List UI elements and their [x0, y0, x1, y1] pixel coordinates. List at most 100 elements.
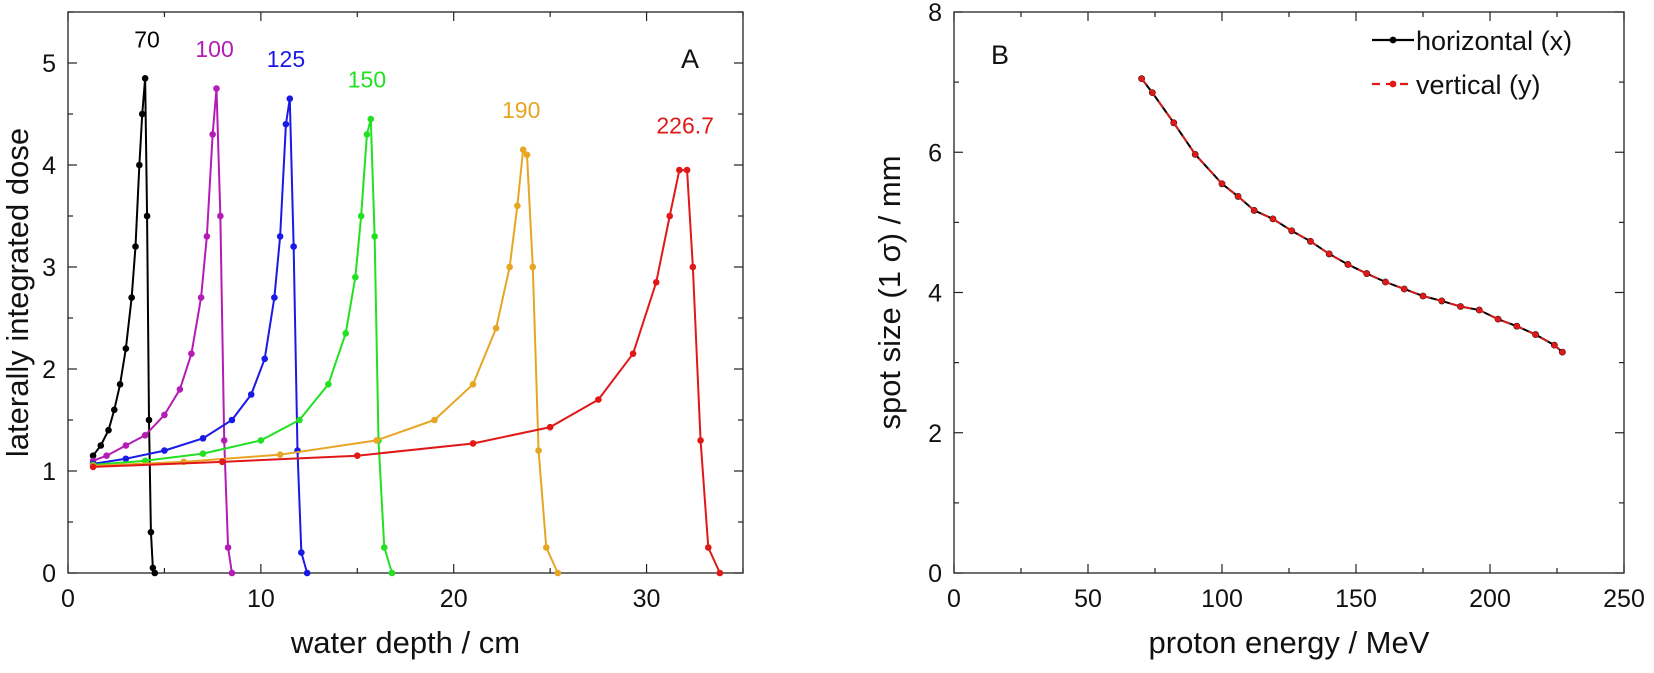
data-point	[298, 549, 305, 556]
y-tick-label: 4	[42, 152, 56, 180]
data-point	[595, 396, 602, 403]
data-point	[1559, 349, 1566, 356]
data-point	[1288, 227, 1295, 234]
data-point	[141, 432, 149, 439]
data-point	[1551, 342, 1558, 349]
peak-label: 70	[134, 27, 160, 53]
data-point	[388, 569, 396, 577]
x-tick-label: 0	[61, 585, 75, 613]
data-point	[676, 166, 683, 174]
data-point	[89, 452, 97, 460]
data-point	[363, 131, 371, 138]
series-line	[92, 88, 233, 574]
data-point	[296, 416, 303, 424]
x-tick-label: 100	[1201, 585, 1243, 613]
data-point	[286, 95, 294, 102]
data-point	[1363, 270, 1370, 277]
series-line	[92, 98, 309, 574]
data-point	[199, 435, 207, 442]
data-point	[89, 463, 97, 471]
data-point	[141, 457, 149, 465]
data-point	[247, 391, 255, 398]
legend-marker	[1389, 36, 1397, 44]
data-point	[689, 263, 697, 271]
data-point	[1401, 285, 1408, 292]
data-point	[629, 350, 637, 358]
data-point	[546, 423, 554, 431]
data-point	[228, 416, 236, 424]
data-point	[1170, 119, 1177, 126]
data-point	[353, 452, 361, 460]
data-point	[1438, 297, 1445, 304]
data-point	[136, 161, 143, 169]
data-point	[271, 294, 278, 301]
data-point	[1269, 215, 1276, 222]
data-point	[666, 212, 674, 220]
data-point	[122, 442, 130, 449]
data-point	[1457, 303, 1464, 310]
panel-b: 0 50 100 150 200 250 0 2 4 6 8 proton energy / MeV s…	[872, 0, 1645, 660]
data-point	[103, 452, 110, 460]
data-point	[147, 528, 155, 536]
data-point	[492, 324, 500, 332]
data-point	[1192, 151, 1199, 158]
data-point	[542, 544, 550, 551]
series-125: 125	[89, 46, 311, 577]
data-point	[1495, 316, 1502, 323]
data-point	[224, 544, 232, 551]
data-point	[1149, 89, 1156, 96]
data-point	[188, 350, 195, 358]
x-tick-label: 30	[633, 585, 661, 613]
data-point	[529, 263, 537, 271]
data-point	[105, 426, 112, 434]
data-point	[367, 115, 375, 123]
x-axis-title: proton energy / MeV	[1149, 625, 1430, 660]
data-point	[1307, 238, 1314, 245]
series-vertical	[1138, 75, 1566, 356]
data-point	[554, 569, 562, 577]
data-point	[325, 381, 332, 388]
series-line	[92, 78, 156, 574]
y-axis-title: laterally integrated dose	[0, 128, 35, 457]
data-point	[716, 569, 724, 577]
data-point	[697, 437, 704, 444]
data-point	[373, 437, 380, 444]
legend-label: vertical (y)	[1416, 70, 1541, 100]
data-point	[1476, 307, 1483, 314]
data-point	[1344, 261, 1351, 268]
series-70: 70	[89, 27, 160, 577]
data-point	[514, 202, 521, 210]
peak-label: 226.7	[656, 112, 714, 138]
data-point	[145, 416, 153, 424]
data-point	[469, 440, 477, 447]
data-point	[303, 569, 311, 577]
y-tick-label: 3	[42, 254, 56, 282]
x-axis-title: water depth / cm	[290, 625, 520, 660]
data-point	[110, 406, 118, 414]
data-point	[1420, 293, 1426, 300]
data-point	[357, 212, 365, 220]
data-point	[257, 437, 265, 444]
data-point	[1219, 180, 1225, 187]
data-point	[1138, 75, 1145, 82]
y-tick-label: 1	[42, 458, 56, 486]
data-point	[380, 544, 388, 551]
series-100: 100	[89, 36, 236, 577]
data-point	[217, 212, 224, 220]
x-tick-label: 10	[247, 585, 275, 613]
y-tick-label: 6	[928, 139, 942, 167]
data-point	[176, 386, 184, 393]
data-point	[1382, 278, 1389, 285]
peak-label: 150	[348, 66, 386, 92]
data-point	[1235, 193, 1242, 200]
data-point	[161, 447, 168, 454]
legend-marker	[1389, 80, 1397, 88]
series-horizontal	[1138, 75, 1566, 356]
x-tick-label: 0	[947, 585, 961, 613]
x-tick-label: 250	[1603, 585, 1645, 613]
x-tick-label: 20	[440, 585, 468, 613]
data-point	[652, 279, 660, 286]
data-point	[535, 447, 542, 454]
y-tick-label: 4	[928, 280, 942, 308]
